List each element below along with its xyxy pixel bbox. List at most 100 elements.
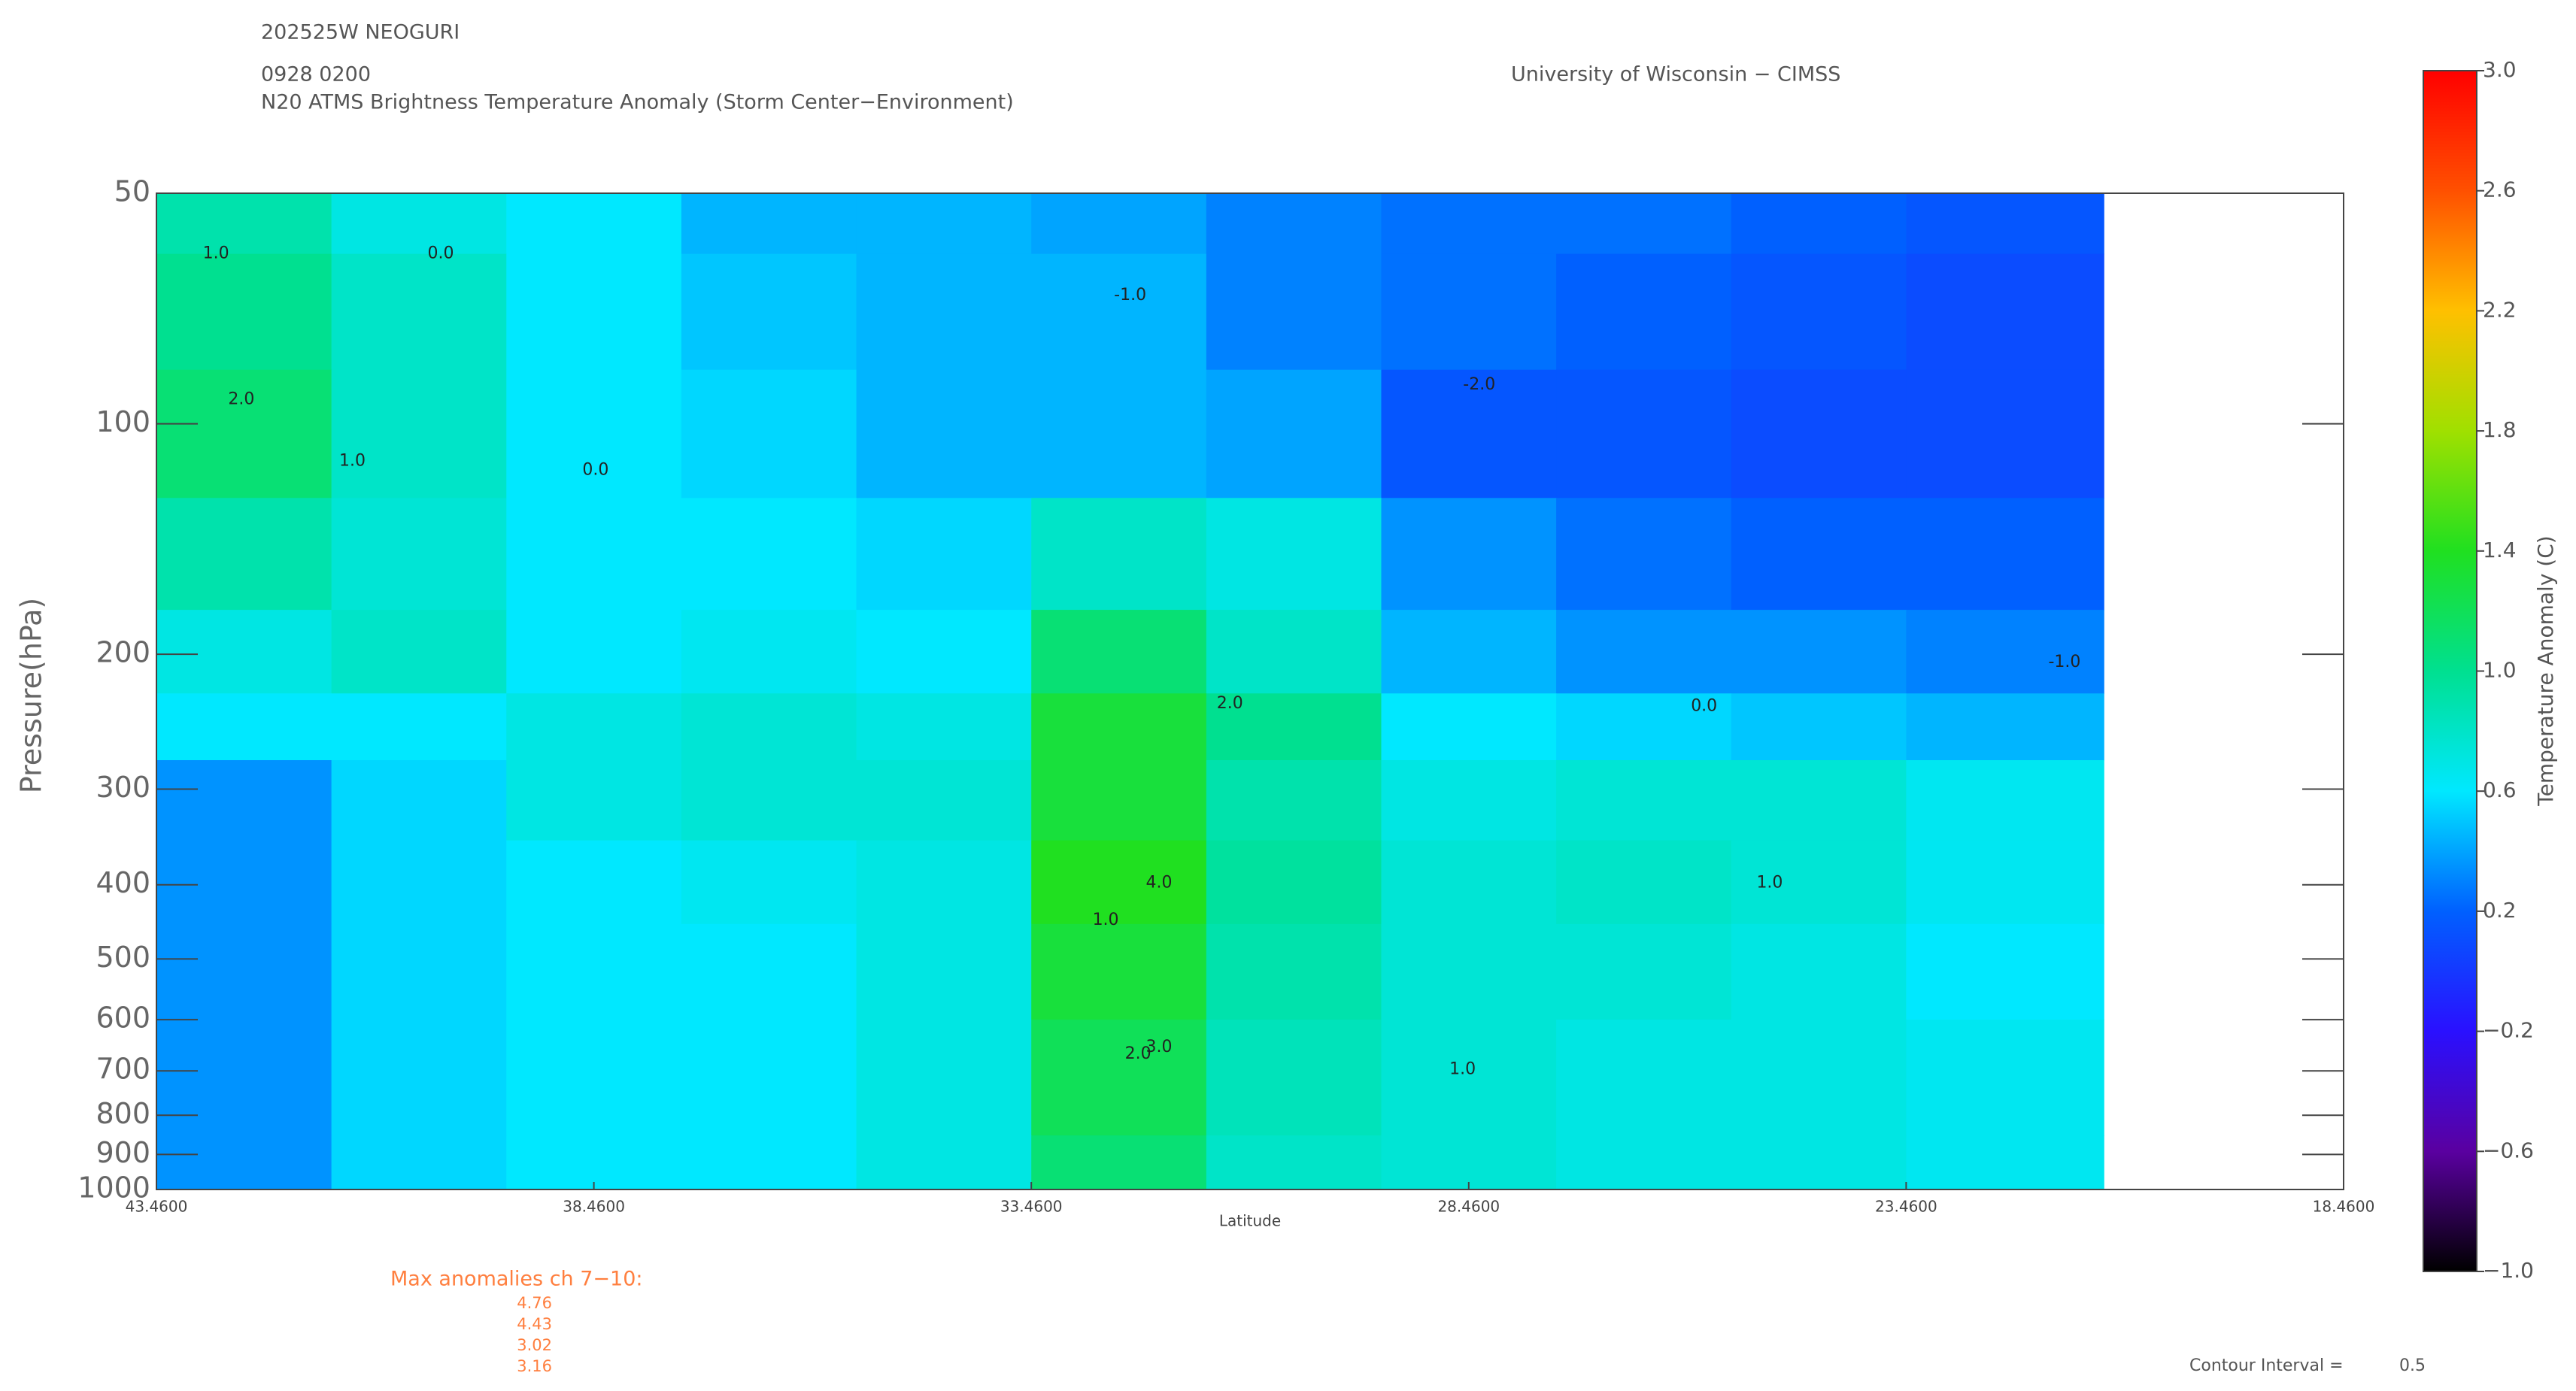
field-cell: [506, 760, 682, 841]
field-cell: [1731, 760, 1907, 841]
contour-interval-value: 0.5: [2399, 1356, 2426, 1375]
field-cell: [331, 253, 507, 371]
field-cell: [331, 1020, 507, 1136]
field-cell: [681, 693, 857, 761]
field-cell: [1906, 840, 2104, 925]
contour-label: 0.0: [582, 460, 608, 479]
field-cell: [1906, 369, 2104, 499]
field-cell: [156, 693, 332, 761]
field-cell: [1206, 193, 1382, 255]
field-cell: [1031, 498, 1207, 611]
field-cell: [856, 193, 1032, 255]
field-cell: [156, 610, 332, 694]
max-anomaly-value: 3.16: [517, 1357, 552, 1375]
field-cell: [1906, 1135, 2104, 1190]
field-cell: [1906, 923, 2104, 1020]
field-cell: [1031, 923, 1207, 1020]
field-cell: [1381, 693, 1557, 761]
field-cell: [1556, 923, 1732, 1020]
field-cell: [331, 693, 507, 761]
y-tick-label: 400: [96, 866, 150, 899]
field-cell: [1031, 693, 1207, 761]
field-cell: [856, 253, 1032, 371]
x-axis-label: Latitude: [1219, 1212, 1281, 1230]
y-tick-label: 700: [96, 1053, 150, 1086]
x-tick-label: 23.4600: [1875, 1198, 1937, 1216]
field-cell: [856, 1135, 1032, 1190]
field-cell: [1381, 1135, 1557, 1190]
field-cell: [681, 923, 857, 1020]
field-cell: [1556, 693, 1732, 761]
contour-label: 1.0: [203, 244, 229, 263]
y-tick-label: 500: [96, 941, 150, 974]
field-cell: [1556, 760, 1732, 841]
field-cell: [1556, 840, 1732, 925]
field-cell: [856, 760, 1032, 841]
field-cell: [1206, 498, 1382, 611]
field-cell: [331, 760, 507, 841]
credit: University of Wisconsin − CIMSS: [1511, 63, 1840, 86]
field-cell: [331, 610, 507, 694]
contour-label: 2.0: [228, 389, 254, 408]
field-cell: [1906, 1020, 2104, 1136]
colorbar-tick-label: 1.0: [2483, 658, 2517, 683]
colorbar-tick-label: 0.6: [2483, 777, 2517, 802]
field-cell: [506, 253, 682, 371]
field-cell: [156, 840, 332, 925]
y-tick-label: 800: [96, 1097, 150, 1130]
field-cell: [156, 1135, 332, 1190]
colorbar-tick-label: −0.6: [2483, 1138, 2534, 1162]
field-cell: [156, 253, 332, 371]
field-cell: [156, 760, 332, 841]
field-cell: [856, 693, 1032, 761]
field-cell: [506, 610, 682, 694]
time-label: 0928 0200: [261, 63, 371, 86]
y-tick-label: 900: [96, 1136, 150, 1169]
y-axis-label: Pressure(hPa): [15, 598, 48, 794]
field-cell: [1906, 693, 2104, 761]
field-cell: [1556, 253, 1732, 371]
colorbar: [2423, 70, 2477, 1272]
contour-label: -1.0: [2048, 653, 2080, 671]
field-cell: [1206, 1020, 1382, 1136]
field-cell: [1206, 610, 1382, 694]
field-cell: [681, 193, 857, 255]
x-tick-label: 28.4600: [1437, 1198, 1500, 1216]
field-cell: [506, 498, 682, 611]
field-cell: [1381, 253, 1557, 371]
max-anomaly-value: 4.76: [517, 1294, 552, 1312]
y-tick-label: 50: [114, 175, 150, 208]
field-cell: [1381, 840, 1557, 925]
field-cell: [1731, 693, 1907, 761]
field-cell: [1206, 693, 1382, 761]
chart-title: 202525W NEOGURI: [261, 21, 460, 44]
field-cell: [1381, 923, 1557, 1020]
field-cell: [506, 923, 682, 1020]
max-anomaly-value: 3.02: [517, 1336, 552, 1354]
contour-label: 1.0: [1756, 874, 1783, 892]
field-cell: [506, 193, 682, 255]
field-cell: [1906, 760, 2104, 841]
max-anomaly-value: 4.43: [517, 1315, 552, 1333]
y-tick-label: 300: [96, 771, 150, 804]
field-cell: [1556, 610, 1732, 694]
contour-label: -2.0: [1463, 375, 1495, 394]
field-cell: [856, 840, 1032, 925]
y-tick-label: 1000: [77, 1171, 150, 1205]
field-cell: [1031, 760, 1207, 841]
field-cell: [331, 369, 507, 499]
field-cell: [506, 369, 682, 499]
field-cell: [1556, 1020, 1732, 1136]
field-cell: [856, 498, 1032, 611]
field-cell: [1731, 193, 1907, 255]
field-cell: [681, 498, 857, 611]
field-cell: [1731, 498, 1907, 611]
x-tick-label: 18.4600: [2313, 1198, 2375, 1216]
field-cell: [156, 923, 332, 1020]
field-cell: [1206, 760, 1382, 841]
field-cell: [1906, 253, 2104, 371]
contour-label: 1.0: [1449, 1059, 1476, 1078]
field-cell: [1206, 253, 1382, 371]
field-cell: [1906, 498, 2104, 611]
